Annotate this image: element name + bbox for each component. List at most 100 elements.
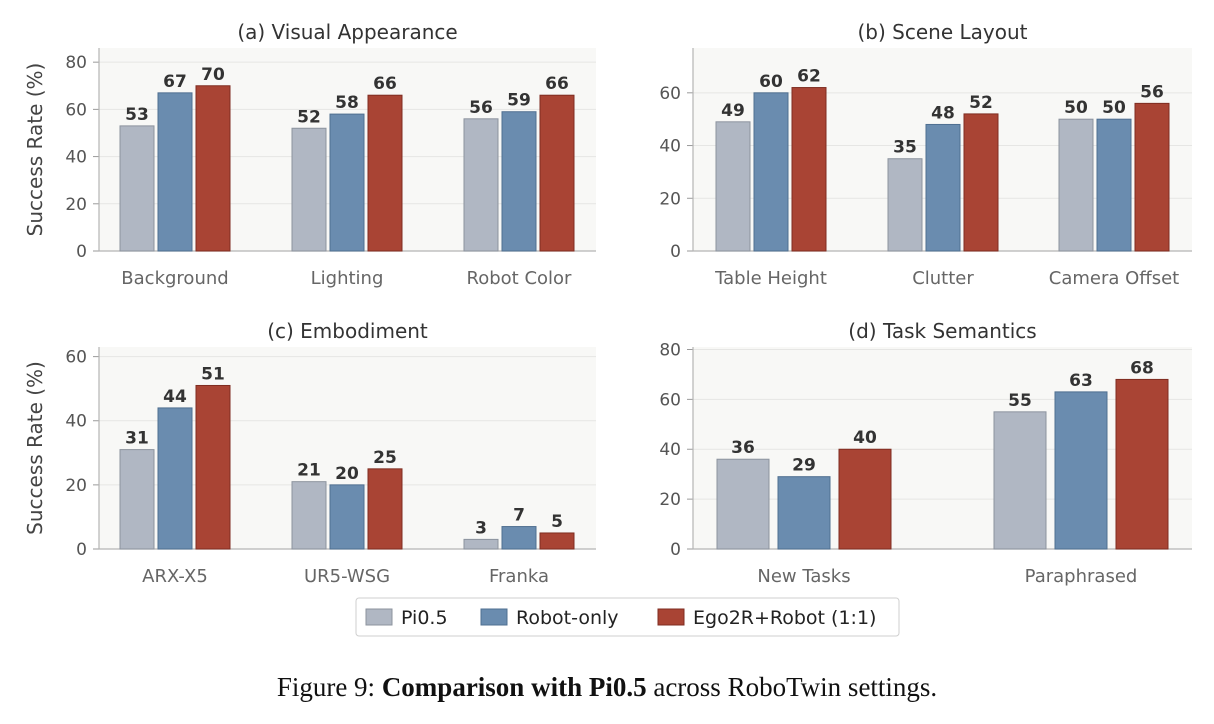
figure-caption: Figure 9: Comparison with Pi0.5 across R… xyxy=(0,672,1214,703)
y-tick-label: 20 xyxy=(659,189,681,209)
bar xyxy=(1115,378,1169,550)
data-label: 31 xyxy=(125,429,149,449)
data-label: 48 xyxy=(931,103,955,123)
data-label: 60 xyxy=(759,72,783,92)
bar xyxy=(291,481,327,550)
bar xyxy=(753,92,789,252)
y-tick-label: 60 xyxy=(659,390,681,410)
legend-label: Robot-only xyxy=(516,607,619,629)
legend-swatch xyxy=(365,608,393,626)
bar xyxy=(716,458,770,550)
data-label: 68 xyxy=(1130,358,1154,378)
bar xyxy=(291,127,327,252)
chart-panel-2: 0 20 40 60 (b) Scene Layout Table Height 49 60 6… xyxy=(659,20,1192,289)
legend: Pi0.5 Robot-only Ego2R+Robot (1:1) xyxy=(355,597,900,637)
data-label: 40 xyxy=(853,428,877,448)
x-tick-label: Franka xyxy=(489,566,549,587)
data-label: 52 xyxy=(297,107,321,127)
bar xyxy=(838,448,892,550)
bar xyxy=(195,85,231,252)
data-label: 21 xyxy=(297,461,321,481)
data-label: 62 xyxy=(797,67,821,87)
y-tick-label: 0 xyxy=(670,242,681,262)
bar xyxy=(963,113,999,252)
bar xyxy=(119,449,155,550)
caption-prefix: Figure 9: xyxy=(276,672,382,702)
x-tick-label: ARX-X5 xyxy=(142,566,208,587)
chart-panel-4: 0 20 40 60 80 (d) Task Semantics New Tasks 36 29… xyxy=(659,319,1192,587)
data-label: 56 xyxy=(1140,82,1164,102)
y-tick-label: 40 xyxy=(65,412,87,432)
legend-label: Pi0.5 xyxy=(401,607,448,629)
bar xyxy=(367,94,403,252)
legend-label: Ego2R+Robot (1:1) xyxy=(693,607,876,629)
data-label: 52 xyxy=(969,93,993,113)
y-axis-label: Success Rate (%) xyxy=(23,361,47,535)
bar xyxy=(925,123,961,252)
x-tick-label: Paraphrased xyxy=(1025,566,1138,587)
y-tick-label: 0 xyxy=(76,540,87,560)
chart-title: (c) Embodiment xyxy=(267,319,428,343)
y-tick-label: 80 xyxy=(659,340,681,360)
y-tick-label: 60 xyxy=(65,100,87,120)
x-tick-label: Table Height xyxy=(714,268,827,289)
chart-title: (a) Visual Appearance xyxy=(237,20,457,44)
x-tick-label: UR5-WSG xyxy=(304,566,390,587)
x-tick-label: Robot Color xyxy=(467,268,573,289)
y-tick-label: 0 xyxy=(670,540,681,560)
bar xyxy=(1054,391,1108,550)
data-label: 49 xyxy=(721,101,745,121)
caption-suffix: across RoboTwin settings. xyxy=(646,672,938,702)
legend-swatch xyxy=(657,608,685,626)
data-label: 3 xyxy=(475,518,487,538)
x-tick-label: Clutter xyxy=(912,268,974,289)
y-tick-label: 40 xyxy=(659,440,681,460)
data-label: 56 xyxy=(469,98,493,118)
bar xyxy=(539,532,575,550)
bar xyxy=(539,94,575,252)
bar xyxy=(501,526,537,550)
chart-panel-3: 0 20 40 60 (c) Embodiment Success Rate (%) ARX… xyxy=(23,319,596,587)
data-label: 55 xyxy=(1008,391,1032,411)
data-label: 20 xyxy=(335,464,359,484)
chart-title: (d) Task Semantics xyxy=(848,319,1036,343)
bar xyxy=(119,125,155,252)
data-label: 36 xyxy=(731,438,755,458)
bar xyxy=(367,468,403,550)
bar xyxy=(195,384,231,550)
y-tick-label: 0 xyxy=(76,242,87,262)
bar xyxy=(777,476,831,550)
caption-bold: Comparison with Pi0.5 xyxy=(381,672,647,702)
y-tick-label: 20 xyxy=(65,195,87,215)
data-label: 58 xyxy=(335,93,359,113)
data-label: 63 xyxy=(1069,371,1093,391)
y-tick-label: 60 xyxy=(659,84,681,104)
data-label: 70 xyxy=(201,65,225,85)
bar xyxy=(887,158,923,252)
x-tick-label: New Tasks xyxy=(757,566,850,587)
bar xyxy=(463,118,499,252)
x-tick-label: Background xyxy=(121,268,228,289)
bar xyxy=(993,411,1047,550)
x-tick-label: Camera Offset xyxy=(1049,268,1179,289)
data-label: 66 xyxy=(545,74,569,94)
y-tick-label: 20 xyxy=(65,476,87,496)
chart-panel-1: 0 20 40 60 80 (a) Visual Appearance Success Ra… xyxy=(23,20,596,289)
bar xyxy=(1096,118,1132,252)
bar xyxy=(463,538,499,550)
data-label: 29 xyxy=(792,456,816,476)
data-label: 50 xyxy=(1064,98,1088,118)
y-tick-label: 20 xyxy=(659,490,681,510)
y-axis-label: Success Rate (%) xyxy=(23,63,47,237)
y-tick-label: 80 xyxy=(65,53,87,73)
legend-box xyxy=(355,597,900,637)
bar xyxy=(157,407,193,550)
y-tick-label: 40 xyxy=(659,137,681,157)
x-tick-label: Lighting xyxy=(311,268,384,289)
data-label: 5 xyxy=(551,512,563,532)
data-label: 25 xyxy=(373,448,397,468)
bar xyxy=(791,87,827,252)
data-label: 35 xyxy=(893,138,917,158)
y-tick-label: 40 xyxy=(65,148,87,168)
